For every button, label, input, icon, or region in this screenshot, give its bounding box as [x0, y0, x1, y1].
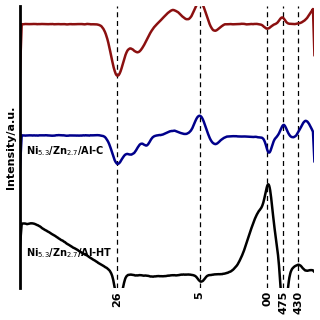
Text: Ni$_{5.3}$/Zn$_{2.7}$/Al-C: Ni$_{5.3}$/Zn$_{2.7}$/Al-C [26, 144, 104, 158]
Y-axis label: Intensity/a.u.: Intensity/a.u. [5, 105, 16, 189]
Text: Ni$_{5.3}$/Zn$_{2.7}$/Al-HT: Ni$_{5.3}$/Zn$_{2.7}$/Al-HT [26, 246, 112, 260]
